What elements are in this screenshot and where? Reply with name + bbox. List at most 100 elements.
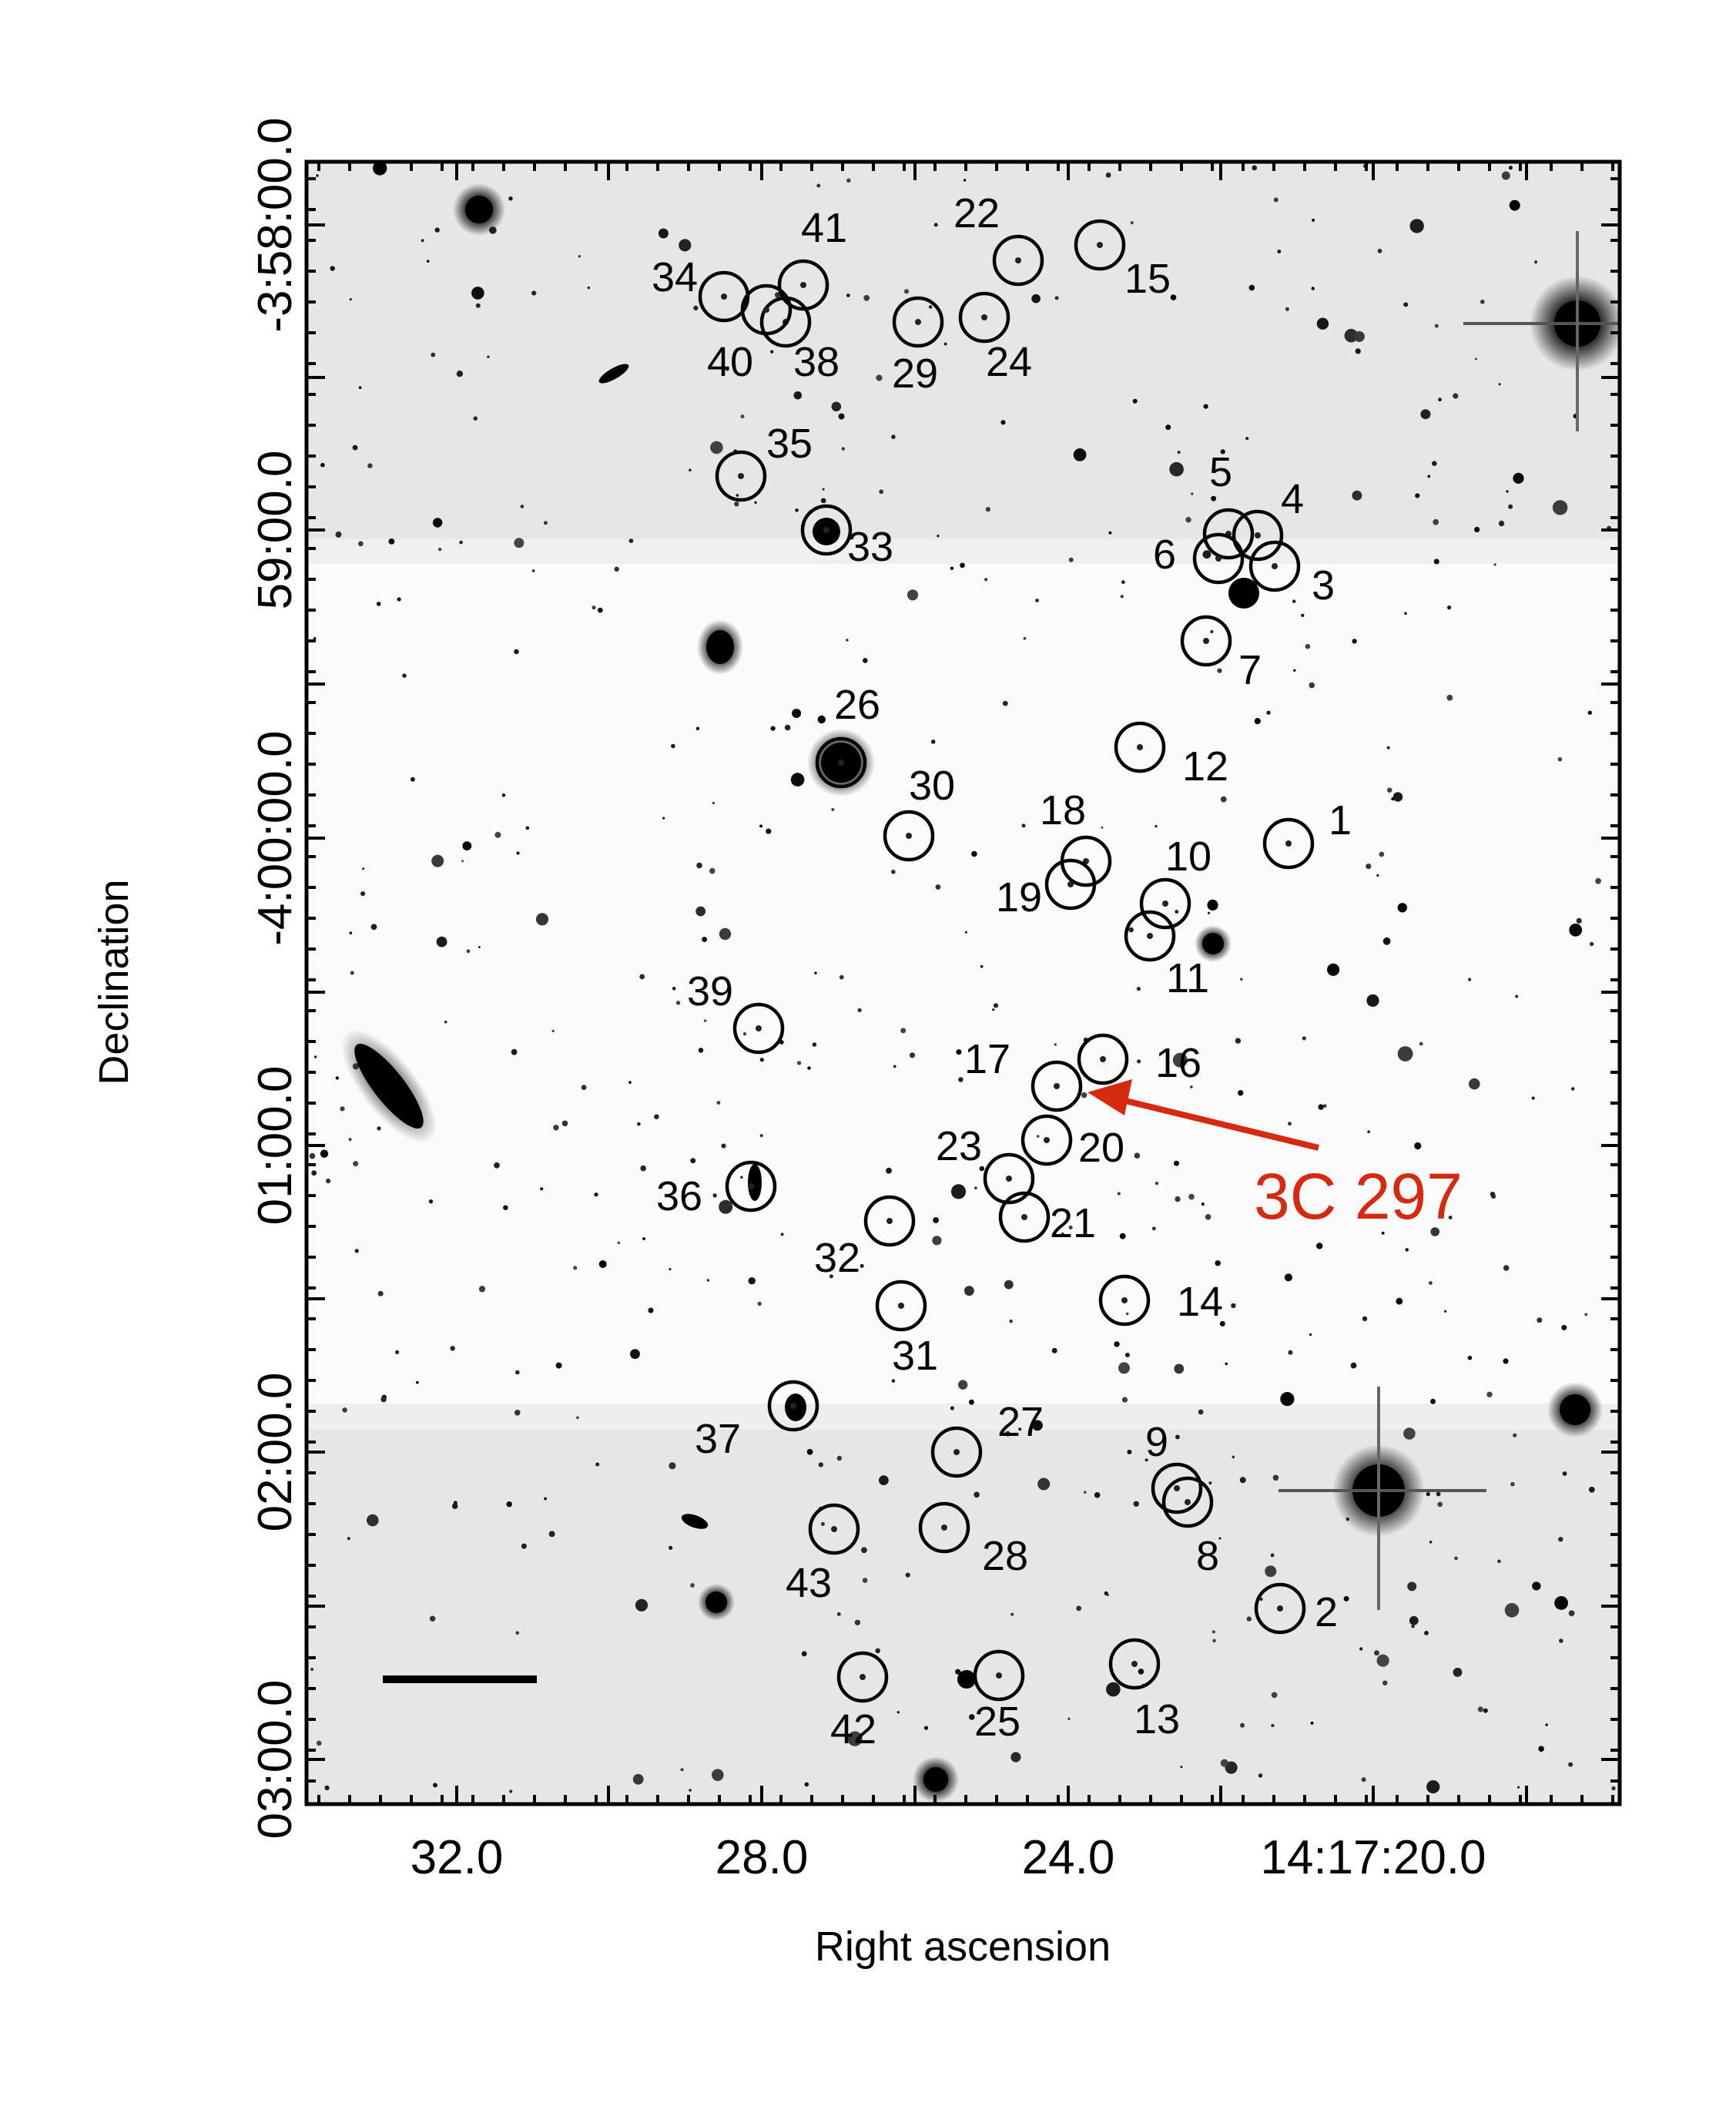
source-label-17: 17 [964,1036,1010,1082]
source-11: 11 [1124,910,1209,1001]
source-1: 1 [1262,797,1352,870]
field-star [770,726,776,731]
field-star [960,562,965,569]
source-circle-7 [1180,615,1232,667]
field-star [1151,1226,1156,1231]
field-star [1497,1559,1501,1564]
field-star [1031,293,1041,304]
source-32: 32 [814,1195,916,1281]
source-label-5: 5 [1209,449,1232,495]
field-star [964,1286,974,1296]
field-star [1322,1104,1327,1108]
field-star [320,462,325,468]
field-star [891,1379,896,1383]
field-star [1483,1708,1488,1713]
field-star [886,1167,892,1174]
sky-background [307,162,1620,1804]
field-star [1165,424,1171,431]
source-object-11 [1147,933,1153,939]
field-star [1081,1092,1088,1098]
source-25: 25 [973,1649,1025,1745]
field-star [1490,1193,1496,1199]
field-star [347,1537,350,1541]
field-star [969,1714,975,1720]
source-label-10: 10 [1165,833,1212,880]
field-star [1611,1786,1616,1791]
field-star [1018,1427,1022,1431]
field-star [1138,1669,1144,1675]
field-star [1273,197,1279,203]
field-star [662,817,665,820]
source-circle-16 [1077,1033,1129,1085]
field-star [1426,1780,1440,1794]
field-star [820,1521,825,1526]
field-star [587,286,591,290]
field-star [958,1380,968,1390]
source-object-43 [831,1526,837,1532]
field-star [1169,461,1184,477]
field-star [1379,851,1385,857]
field-star [1557,756,1563,762]
field-star [1207,911,1211,914]
field-star [806,1448,813,1455]
source-label-41: 41 [801,205,847,251]
field-star [628,538,634,543]
field-star [544,521,548,525]
image-frame [304,159,1622,1806]
source-label-22: 22 [953,190,1000,236]
field-star [1220,449,1225,454]
field-star [796,1061,802,1065]
field-star [349,298,352,301]
source-circle-12 [1114,721,1166,773]
field-star [969,1399,974,1405]
source-label-8: 8 [1196,1533,1219,1579]
field-star [993,1003,999,1008]
source-label-1: 1 [1329,797,1352,844]
source-label-33: 33 [847,524,893,570]
field-star [630,1349,640,1360]
source-7: 7 [1180,615,1262,693]
field-star [1185,517,1191,523]
field-star [820,498,826,504]
source-4: 4 [1232,476,1304,562]
field-star [831,401,842,412]
field-star [740,414,745,419]
field-star [335,1076,339,1080]
source-label-2: 2 [1315,1589,1338,1635]
field-star [1352,639,1357,644]
field-star [1419,1041,1423,1046]
field-star [860,1263,864,1268]
field-star [1448,1216,1453,1219]
source-label-36: 36 [656,1173,702,1219]
source-label-3: 3 [1312,562,1335,609]
source-label-34: 34 [652,254,698,300]
field-star [1106,1593,1109,1596]
source-label-32: 32 [814,1235,860,1281]
bright-objects [340,183,1603,1803]
source-label-14: 14 [1177,1279,1223,1325]
source-label-21: 21 [1050,1200,1096,1246]
field-star [736,494,739,497]
field-star [1584,1313,1588,1316]
field-star [1498,383,1501,386]
field-star [857,1008,862,1013]
field-star [1501,171,1510,180]
field-star [535,913,549,926]
field-star [1403,302,1409,307]
field-star [838,413,845,420]
source-17: 17 [964,1036,1083,1112]
field-star [388,538,395,545]
field-star [1353,330,1365,342]
field-star [598,1260,607,1268]
source-label-28: 28 [982,1533,1028,1579]
field-star [1493,563,1496,566]
source-label-15: 15 [1124,256,1171,302]
x-tick-label-3: 24.0 [1022,1831,1115,1884]
field-star [466,949,471,954]
source-circle-37 [767,1380,819,1432]
source-object-14 [1121,1297,1128,1303]
source-label-16: 16 [1155,1040,1201,1086]
field-star [478,1286,486,1293]
source-object-36 [748,1183,754,1189]
field-star [309,1152,316,1159]
